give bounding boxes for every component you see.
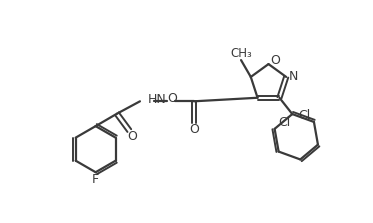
Text: F: F	[92, 173, 99, 186]
Text: O: O	[271, 54, 280, 67]
Text: CH₃: CH₃	[230, 47, 252, 60]
Text: HN: HN	[148, 93, 167, 105]
Text: N: N	[289, 70, 298, 83]
Text: Cl: Cl	[298, 109, 310, 122]
Text: O: O	[189, 123, 199, 136]
Text: O: O	[167, 92, 177, 105]
Text: Cl: Cl	[278, 116, 291, 129]
Text: O: O	[127, 130, 137, 143]
